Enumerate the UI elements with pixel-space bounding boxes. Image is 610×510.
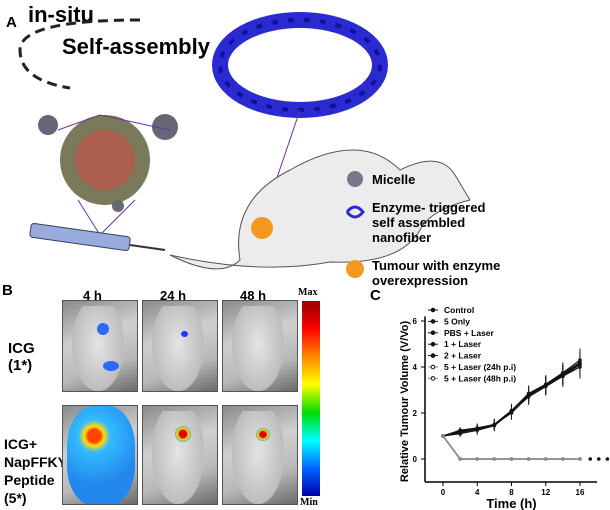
- data-point: [475, 427, 480, 431]
- data-point: [458, 457, 462, 461]
- y-tick-label: 4: [413, 363, 418, 372]
- legend-marker: [430, 353, 436, 358]
- micelle-icon: [112, 200, 124, 212]
- micelle-icon: [38, 115, 58, 135]
- x-tick-label: 0: [441, 488, 446, 497]
- panel-c-letter: C: [370, 287, 381, 304]
- tumour-legend-icon: [346, 260, 364, 278]
- legend-entry: PBS + Laser: [444, 328, 495, 338]
- legend-marker: [430, 319, 436, 324]
- nanofiber-legend-icon: [345, 205, 365, 219]
- y-tick-label: 0: [413, 455, 418, 464]
- row-icg-peptide: ICG+ NapFFKY Peptide (5*): [4, 436, 67, 506]
- image-peptide-4h: [62, 405, 138, 505]
- data-point: [578, 361, 582, 366]
- image-peptide-24h: [142, 405, 218, 505]
- legend-entry: 5 + Laser (48h p.i): [444, 373, 516, 383]
- data-point: [475, 457, 480, 461]
- tumour-icon: [251, 217, 273, 239]
- data-point: [561, 373, 565, 377]
- col-4h: 4 h: [83, 288, 102, 303]
- image-icg-48h: [222, 300, 298, 392]
- x-tick-label: 16: [576, 488, 585, 497]
- col-48h: 48 h: [240, 288, 267, 303]
- x-tick-label: 12: [541, 488, 550, 497]
- data-point: [596, 457, 601, 461]
- panel-a-letter: A: [6, 14, 17, 31]
- micelle-icon: [152, 114, 178, 140]
- legend-marker: [430, 330, 436, 336]
- data-point: [605, 457, 610, 461]
- legend-entry: 2 + Laser: [444, 351, 482, 361]
- y-tick-label: 6: [413, 317, 418, 326]
- legend-micelle: Micelle: [372, 172, 416, 187]
- data-point: [492, 422, 497, 427]
- x-tick-label: 8: [509, 488, 514, 497]
- colorbar: [302, 301, 320, 496]
- data-point: [509, 408, 514, 413]
- legend-entry: 5 Only: [444, 316, 470, 326]
- data-point: [509, 457, 514, 461]
- mouse-illustration: [169, 149, 471, 270]
- self-assembly-label: Self-assembly: [62, 34, 210, 59]
- image-icg-4h: [62, 300, 138, 392]
- data-point: [458, 429, 462, 434]
- legend-tumour: Tumour with enzyme overexpression: [372, 258, 501, 288]
- data-point: [526, 457, 531, 461]
- legend-entry: 1 + Laser: [444, 339, 482, 349]
- series-line: [442, 435, 580, 460]
- image-peptide-48h: [222, 405, 298, 505]
- syringe-icon: [29, 222, 166, 252]
- legend-marker: [430, 364, 436, 370]
- colorbar-max: Max: [298, 287, 318, 298]
- y-tick-label: 2: [413, 409, 418, 418]
- image-icg-24h: [142, 300, 218, 392]
- data-point: [441, 434, 445, 438]
- series-line: [442, 435, 580, 460]
- schematic-illustration: [18, 12, 471, 278]
- colorbar-min: Min: [300, 497, 318, 508]
- legend-entry: 5 + Laser (24h p.i): [444, 362, 516, 372]
- tumour-volume-chart: 0 2 4 6 0 4 8 12 16 Time (h) Relative Tumour Volum…: [399, 305, 610, 510]
- dashed-arrow: [18, 18, 141, 90]
- legend-marker: [430, 307, 436, 313]
- data-point: [578, 457, 582, 461]
- row-icg: ICG (1*): [8, 340, 35, 374]
- data-point: [492, 457, 497, 461]
- micelle-legend-icon: [347, 171, 363, 187]
- legend-entry: Control: [444, 305, 474, 315]
- x-tick-label: 4: [475, 488, 480, 497]
- col-24h: 24 h: [160, 288, 187, 303]
- legend-marker: [430, 376, 436, 381]
- y-axis-label: Relative Tumour Volume (V/Vo): [399, 320, 411, 482]
- x-axis-label: Time (h): [486, 496, 536, 510]
- data-point: [561, 457, 565, 461]
- data-point: [543, 457, 548, 461]
- legend-nanofiber: Enzyme- triggered self assembled nanofib…: [372, 200, 486, 245]
- data-point: [543, 383, 548, 388]
- data-point: [526, 392, 531, 397]
- legend-marker: [430, 341, 436, 347]
- panel-b-letter: B: [2, 282, 13, 299]
- data-point: [588, 457, 593, 461]
- nanofiber-ring-icon: [212, 12, 388, 118]
